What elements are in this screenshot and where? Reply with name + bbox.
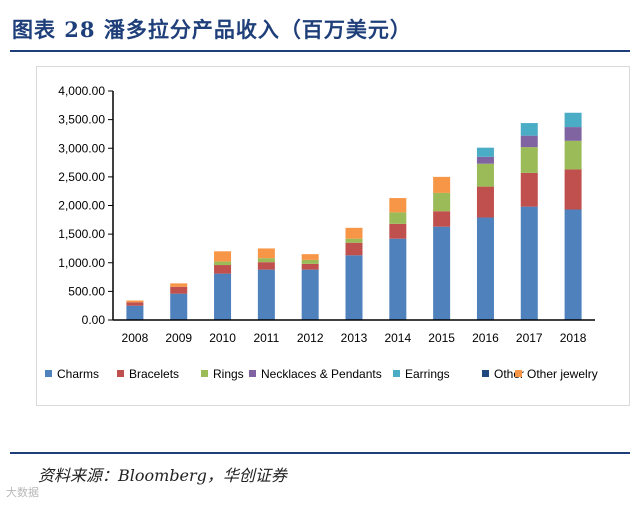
bar-bracelets-2016 — [476, 186, 494, 218]
x-tick-label: 2018 — [560, 331, 587, 345]
x-tick-label: 2009 — [165, 331, 192, 345]
bar-rings-2016 — [476, 163, 494, 187]
bar-rings-2017 — [520, 147, 538, 173]
title-divider — [10, 50, 630, 52]
bar-necklaces-and-pendants-2016 — [476, 156, 494, 164]
bar-earrings-2017 — [520, 123, 538, 136]
y-tick-label: 0.00 — [82, 313, 106, 327]
bar-rings-2010 — [214, 261, 232, 266]
legend-swatch-necklaces-and-pendants — [249, 370, 256, 377]
bar-necklaces-and-pendants-2018 — [564, 127, 582, 141]
bar-rings-2011 — [257, 258, 275, 263]
bar-bracelets-2009 — [170, 286, 188, 294]
bar-bracelets-2013 — [345, 242, 363, 256]
legend-swatch-rings — [201, 370, 208, 377]
x-tick-label: 2013 — [341, 331, 368, 345]
bar-other-jewelry-2014 — [389, 198, 407, 213]
bar-charms-2009 — [170, 293, 188, 320]
bar-necklaces-and-pendants-2017 — [520, 135, 538, 148]
bar-earrings-2018 — [564, 112, 582, 128]
bar-bracelets-2018 — [564, 169, 582, 210]
bar-charms-2014 — [389, 238, 407, 320]
source-note: 资料来源：Bloomberg，华创证券 — [38, 466, 287, 485]
footer-divider — [10, 452, 630, 454]
bar-bracelets-2008 — [126, 302, 144, 306]
bar-rings-2014 — [389, 212, 407, 224]
x-tick-label: 2011 — [253, 331, 279, 345]
x-tick-label: 2008 — [122, 331, 149, 345]
bar-rings-2012 — [301, 259, 319, 264]
legend-label-charms: Charms — [57, 367, 99, 381]
bar-charms-2017 — [520, 206, 538, 320]
bar-other-jewelry-2009 — [170, 283, 188, 287]
y-tick-label: 1,000.00 — [58, 256, 105, 270]
y-tick-label: 2,500.00 — [58, 170, 105, 184]
chart-frame: 0.00 500.00 1,000.00 1,500.00 2,000.00 2,500.… — [36, 66, 630, 406]
bar-other-jewelry-2008 — [126, 300, 144, 303]
bar-other-jewelry-2011 — [257, 248, 275, 259]
x-tick-label: 2012 — [297, 331, 324, 345]
x-tick-label: 2015 — [428, 331, 455, 345]
figure-title: 图表 28 潘多拉分产品收入（百万美元） — [12, 17, 412, 42]
legend-swatch-earrings — [393, 370, 400, 377]
stacked-bar-chart: 0.00 500.00 1,000.00 1,500.00 2,000.00 2,500.… — [45, 84, 598, 381]
watermark: 大数据 — [6, 486, 39, 499]
bar-charms-2016 — [476, 217, 494, 320]
y-tick-label: 2,000.00 — [58, 199, 105, 213]
y-tick-label: 3,000.00 — [58, 141, 105, 155]
bar-charms-2010 — [214, 273, 232, 320]
legend-swatch-charms — [45, 370, 52, 377]
bar-bracelets-2017 — [520, 172, 538, 207]
legend-label-earrings: Earrings — [405, 367, 450, 381]
bar-bracelets-2014 — [389, 223, 407, 239]
bar-charms-2013 — [345, 255, 363, 320]
x-tick-label: 2010 — [209, 331, 236, 345]
legend-label-bracelets: Bracelets — [129, 367, 179, 381]
bar-other-jewelry-2015 — [433, 176, 451, 193]
y-tick-label: 3,500.00 — [58, 113, 105, 127]
legend-label-necklaces-and-pendants: Necklaces & Pendants — [261, 367, 382, 381]
bar-bracelets-2010 — [214, 265, 232, 274]
legend-swatch-other-jewelry — [515, 370, 522, 377]
bar-charms-2011 — [257, 269, 275, 320]
bar-bracelets-2012 — [301, 263, 319, 270]
bar-other-jewelry-2013 — [345, 227, 363, 239]
bar-charms-2018 — [564, 209, 582, 320]
legend-label-rings: Rings — [213, 367, 244, 381]
y-tick-label: 500.00 — [68, 284, 105, 298]
bar-rings-2015 — [433, 192, 451, 212]
legend-swatch-bracelets — [117, 370, 124, 377]
x-tick-label: 2016 — [472, 331, 499, 345]
legend-swatch-other — [482, 370, 489, 377]
x-tick-label: 2017 — [516, 331, 543, 345]
legend-label-other-jewelry: Other jewelry — [527, 367, 598, 381]
x-tick-label: 2014 — [384, 331, 411, 345]
y-tick-label: 4,000.00 — [58, 84, 105, 98]
y-tick-label: 1,500.00 — [58, 227, 105, 241]
bar-earrings-2016 — [476, 147, 494, 157]
bar-rings-2018 — [564, 140, 582, 170]
bar-bracelets-2011 — [257, 262, 275, 270]
bar-bracelets-2015 — [433, 211, 451, 227]
bar-rings-2013 — [345, 238, 363, 243]
bar-charms-2012 — [301, 269, 319, 320]
bar-other-jewelry-2012 — [301, 254, 319, 260]
bar-charms-2008 — [126, 305, 144, 320]
bar-charms-2015 — [433, 226, 451, 320]
bar-other-jewelry-2010 — [214, 251, 232, 262]
